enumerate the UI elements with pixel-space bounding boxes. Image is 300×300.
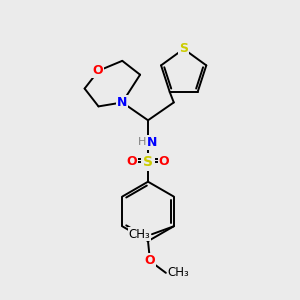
Text: S: S: [179, 42, 188, 56]
Text: N: N: [117, 96, 128, 109]
Text: O: O: [127, 155, 137, 168]
Text: N: N: [147, 136, 157, 148]
Text: H: H: [138, 137, 146, 147]
Text: O: O: [92, 64, 103, 77]
Text: CH₃: CH₃: [128, 228, 150, 241]
Text: S: S: [143, 155, 153, 169]
Text: CH₃: CH₃: [168, 266, 190, 279]
Text: O: O: [145, 254, 155, 268]
Text: O: O: [159, 155, 169, 168]
